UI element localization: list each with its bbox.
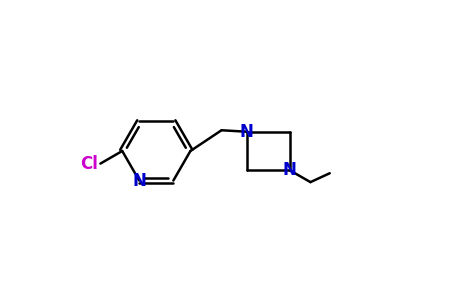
Text: N: N xyxy=(283,161,297,179)
Text: Cl: Cl xyxy=(80,155,98,173)
Text: N: N xyxy=(132,172,146,190)
Text: N: N xyxy=(240,123,254,141)
